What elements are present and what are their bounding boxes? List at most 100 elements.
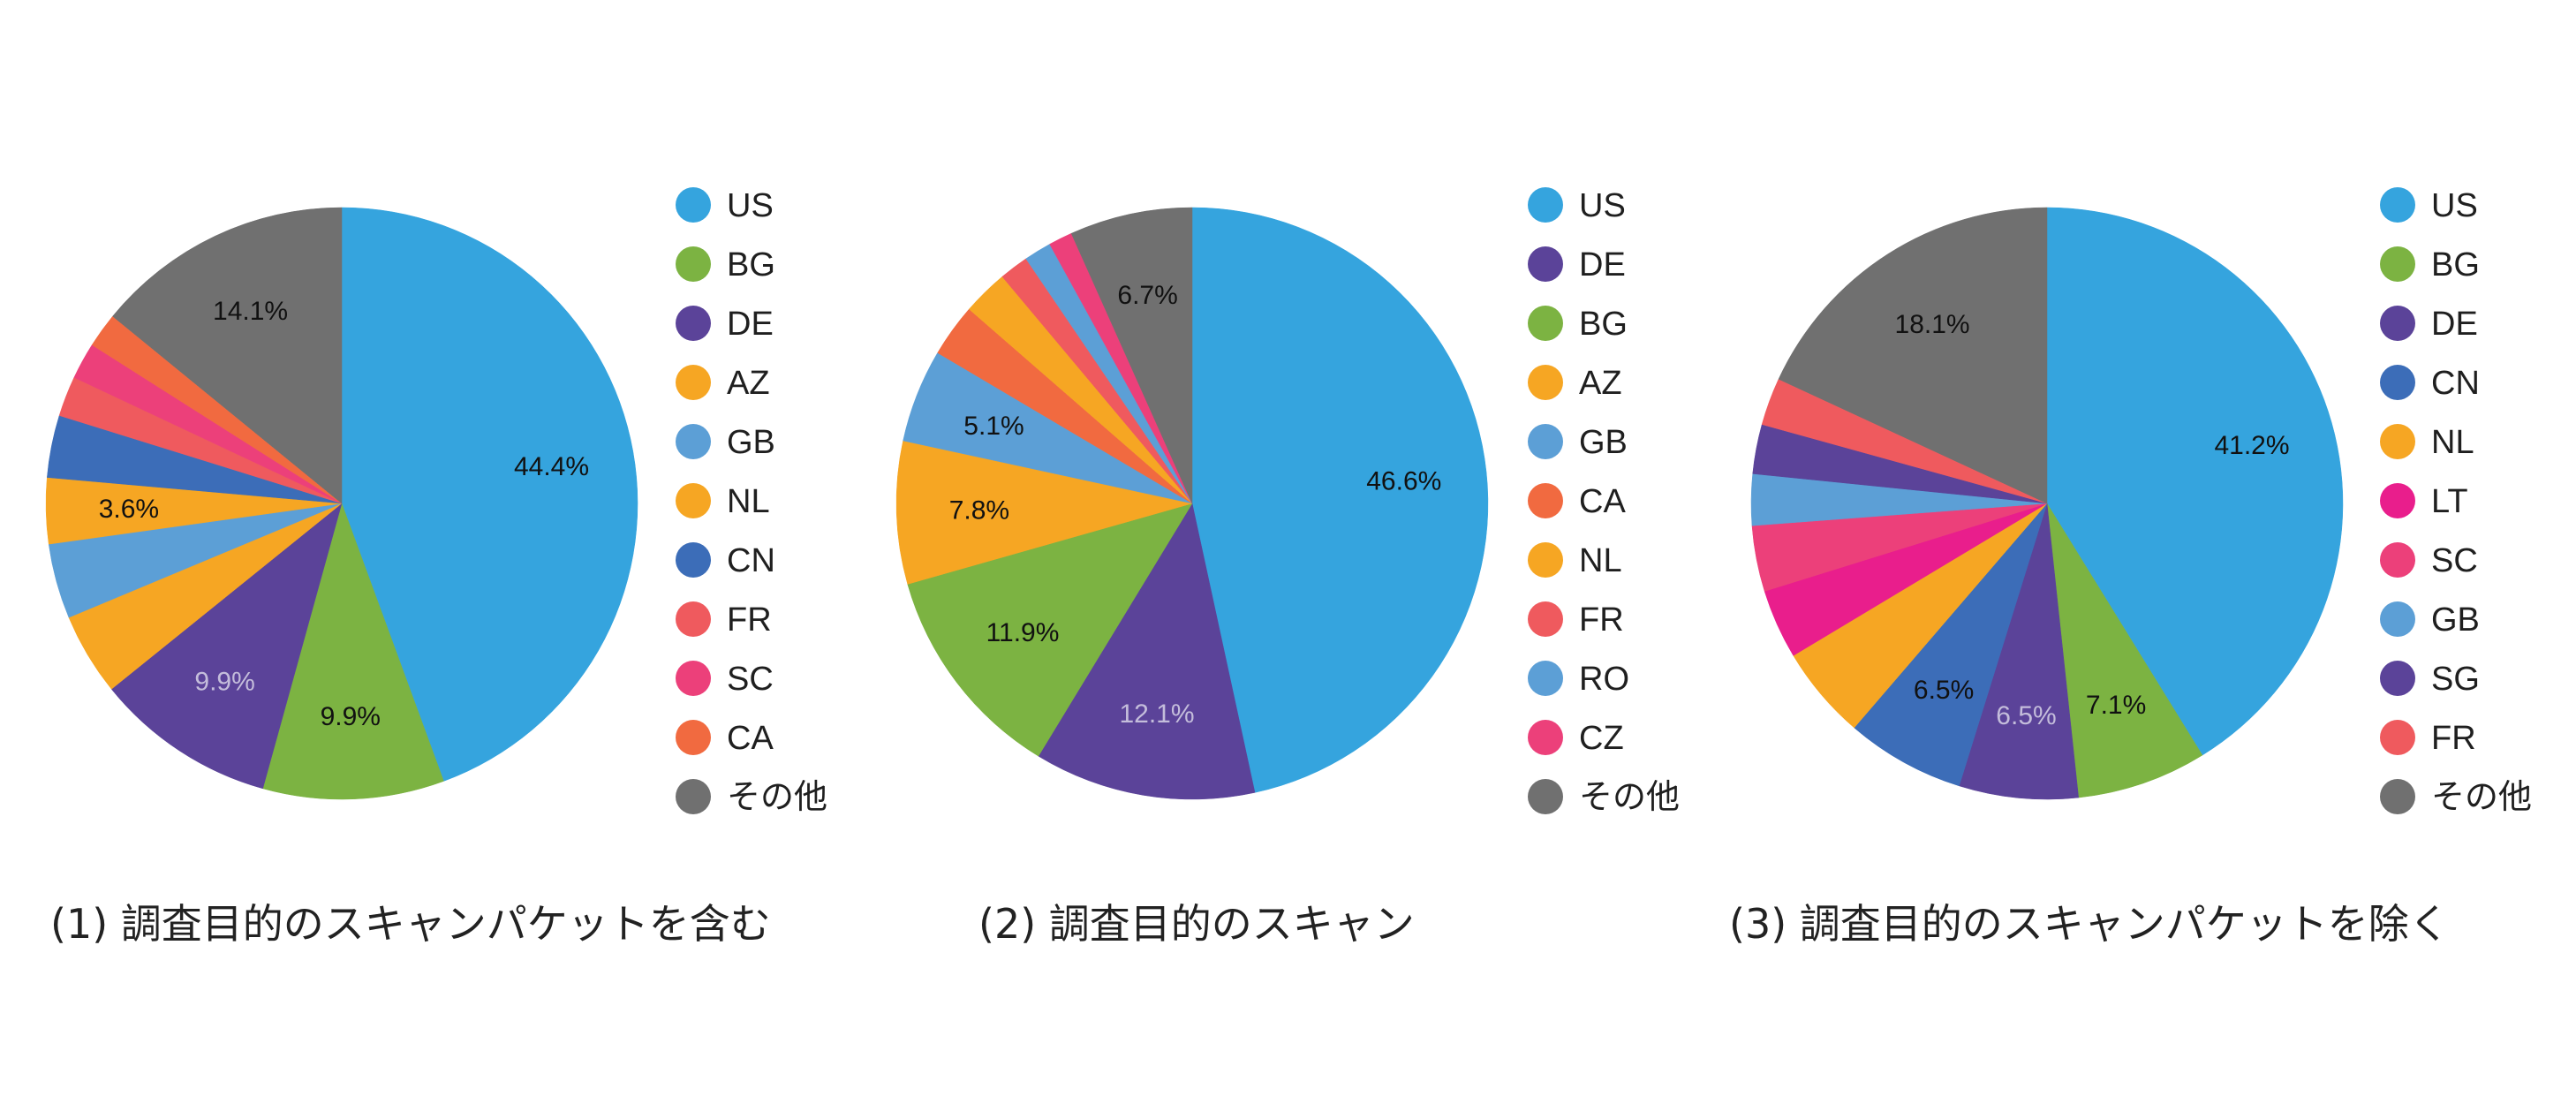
pie2-legend-swatch-cz (1528, 720, 1563, 755)
pie1-legend-label-nl: NL (727, 483, 770, 520)
pie2-legend-swatch-az (1528, 365, 1563, 400)
pie1-legend-label-de: DE (727, 306, 774, 343)
pie2-slice-bg (907, 503, 1193, 757)
pie2-slice-az (895, 440, 1193, 585)
pie3-legend-swatch-de (2380, 306, 2415, 341)
pie2-legend-label-fr: FR (1579, 601, 1624, 639)
pie2-legend-label-bg: BG (1579, 306, 1628, 343)
pie1-legend-swatch-us (676, 187, 711, 223)
pie2-legend-label-ca: CA (1579, 483, 1626, 520)
pie1-slice-label-us: 44.4% (514, 452, 589, 481)
pie1-legend-swatch-de (676, 306, 711, 341)
pie3-slice-label-us: 41.2% (2214, 431, 2289, 460)
pie2-legend-swatch-ca (1528, 483, 1563, 518)
pie3-slice-label-bg: 7.1% (2086, 691, 2146, 720)
pie3-legend-label-other: その他 (2431, 779, 2532, 816)
pie1-legend-label-gb: GB (727, 424, 775, 461)
pie3-legend-label-de: DE (2431, 306, 2478, 343)
caption-chart-3: (3) 調査目的のスキャンパケットを除く (1729, 900, 2450, 948)
pie1-legend-label-ca: CA (727, 720, 774, 757)
pie2-legend-label-cz: CZ (1579, 720, 1624, 757)
pie2-slice-label-us: 46.6% (1366, 466, 1441, 495)
caption-chart-1: (1) 調査目的のスキャンパケットを含む (50, 900, 771, 948)
pie2-legend-label-de: DE (1579, 246, 1626, 284)
pie3-slice-cn (1854, 503, 2048, 787)
pie3-legend-swatch-bg (2380, 246, 2415, 282)
pie3-legend-label-sg: SG (2431, 661, 2480, 698)
pie1-legend-label-fr: FR (727, 601, 772, 639)
pie1-slice-label-other: 14.1% (213, 297, 288, 326)
pie2-legend-label-other: その他 (1579, 779, 1680, 816)
pie-chart-3: 41.2% US 7.1% BG 6.5% DE 6.5% CN NL LT SC GB SG FR 18.… (1750, 187, 2532, 816)
pie3-slice-bg (2046, 503, 2203, 798)
pie2-legend-swatch-other (1528, 779, 1563, 814)
pie2-legend-label-us: US (1579, 187, 1626, 224)
pie1-legend-label-sc: SC (727, 661, 774, 698)
pie2-slice-de (1038, 503, 1256, 800)
pie3-legend-label-cn: CN (2431, 365, 2480, 402)
pie3-legend-label-sc: SC (2431, 542, 2478, 579)
pie3-legend-swatch-lt (2380, 483, 2415, 518)
pie-chart-2: 46.6% US 12.1% DE 11.9% BG 7.8% AZ 5.1% GB CA NL FR R… (895, 187, 1680, 816)
pie1-slice-label-de: 9.9% (194, 668, 254, 697)
pie2-legend-swatch-bg (1528, 306, 1563, 341)
pie1-legend-swatch-gb (676, 424, 711, 459)
pie1-slice-label-bg: 9.9% (321, 702, 381, 731)
pie2-slice-other (1070, 207, 1193, 504)
pie3-legend-label-fr: FR (2431, 720, 2476, 757)
pie3-legend-label-gb: GB (2431, 601, 2480, 639)
pie3-legend-swatch-gb (2380, 601, 2415, 637)
pie1-legend-swatch-other (676, 779, 711, 814)
pie2-slice-label-de: 12.1% (1119, 699, 1194, 729)
pie3-legend-swatch-us (2380, 187, 2415, 223)
pie2-slice-label-az: 7.8% (949, 496, 1009, 526)
pie3-legend-swatch-fr (2380, 720, 2415, 755)
pie3-legend-swatch-cn (2380, 365, 2415, 400)
pie3-legend-swatch-nl (2380, 424, 2415, 459)
pie2-legend-swatch-de (1528, 246, 1563, 282)
pie2-legend-label-az: AZ (1579, 365, 1622, 402)
pie1-legend-swatch-cn (676, 542, 711, 578)
pie2-legend-label-nl: NL (1579, 542, 1622, 579)
pie2-legend-label-ro: RO (1579, 661, 1629, 698)
pie2-legend-label-gb: GB (1579, 424, 1628, 461)
pie3-slice-de (1959, 503, 2079, 800)
pie1-slice-label-nl: 3.6% (99, 495, 159, 524)
pie3-legend-swatch-sc (2380, 542, 2415, 578)
pie1-slice-us (341, 207, 638, 782)
pie3-legend-swatch-other (2380, 779, 2415, 814)
pie2-legend-swatch-nl (1528, 542, 1563, 578)
pie3-slice-label-cn: 6.5% (1914, 676, 1974, 705)
pie1-legend-swatch-sc (676, 661, 711, 696)
pie3-legend-label-lt: LT (2431, 483, 2468, 520)
pie1-legend-label-az: AZ (727, 365, 770, 402)
pie3-slice-label-other: 18.1% (1895, 310, 1970, 339)
pie3-slice-label-de: 6.5% (1996, 701, 2056, 730)
pie2-legend-swatch-ro (1528, 661, 1563, 696)
pie3-slice-other (1778, 207, 2048, 504)
pie2-legend-swatch-us (1528, 187, 1563, 223)
pie3-legend-swatch-sg (2380, 661, 2415, 696)
pie3-slice-us (2046, 207, 2344, 756)
pie3-legend-label-bg: BG (2431, 246, 2480, 284)
pie2-legend-swatch-gb (1528, 424, 1563, 459)
pie2-slice-us (1191, 207, 1489, 793)
pie1-slice-bg (262, 503, 444, 800)
pie1-legend-swatch-az (676, 365, 711, 400)
pie2-slice-label-gb: 5.1% (963, 412, 1024, 441)
pie1-slice-de (110, 503, 343, 790)
pie1-legend-swatch-ca (676, 720, 711, 755)
pie1-legend-label-other: その他 (727, 779, 827, 816)
pie2-legend-swatch-fr (1528, 601, 1563, 637)
pie2-slice-label-other: 6.7% (1117, 281, 1177, 310)
pie1-legend-label-cn: CN (727, 542, 775, 579)
pie1-legend-swatch-bg (676, 246, 711, 282)
pie1-slice-other (112, 207, 343, 504)
pie1-legend-label-bg: BG (727, 246, 775, 284)
caption-chart-2: (2) 調査目的のスキャン (978, 900, 1415, 948)
pie2-slice-label-bg: 11.9% (986, 618, 1060, 647)
pie1-legend-swatch-fr (676, 601, 711, 637)
pie3-legend-label-nl: NL (2431, 424, 2474, 461)
pie3-legend-label-us: US (2431, 187, 2478, 224)
